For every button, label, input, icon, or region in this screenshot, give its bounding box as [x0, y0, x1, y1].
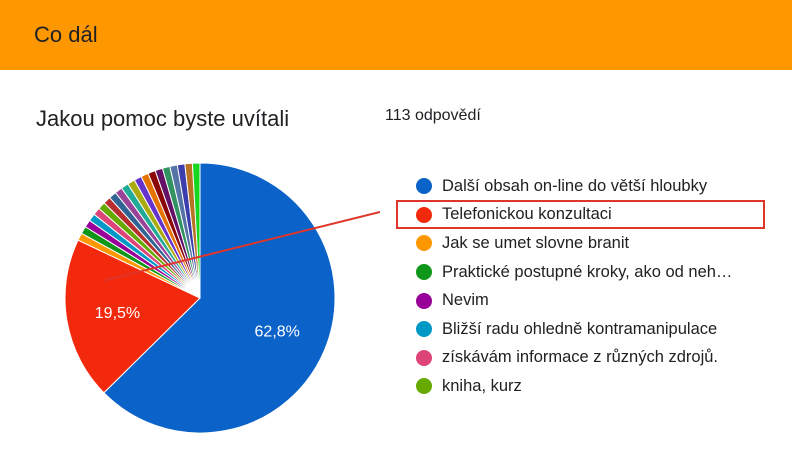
- legend-label: kniha, kurz: [442, 376, 522, 395]
- response-count: 113 odpovědí: [385, 107, 481, 124]
- pie-slice-1: [64, 239, 201, 394]
- legend-color-dot: [416, 178, 432, 195]
- slice-value-label: 62,8%: [255, 323, 300, 340]
- legend-color-dot: [416, 321, 432, 338]
- chart-legend: Další obsah on-line do větší hloubky Tele…: [410, 172, 760, 401]
- legend-color-dot: [416, 378, 432, 395]
- legend-color-dot: [416, 206, 432, 223]
- legend-item: Nevim: [410, 286, 760, 315]
- legend-item: získávám informace z různých zdrojů.: [410, 344, 760, 373]
- header-bar: Co dál: [0, 0, 792, 70]
- highlight-box: [396, 200, 765, 229]
- legend-item: kniha, kurz: [410, 372, 760, 401]
- legend-color-dot: [416, 349, 432, 366]
- annotation-line: [104, 211, 380, 282]
- legend-label: Praktické postupné kroky, ako od neh…: [442, 262, 733, 281]
- legend-color-dot: [416, 235, 432, 252]
- legend-color-dot: [416, 264, 432, 281]
- legend-label: Nevim: [442, 291, 489, 310]
- pie-slice-0: [103, 162, 336, 434]
- pie-slice-21: [191, 162, 201, 299]
- legend-item: Jak se umet slovne branit: [410, 229, 760, 258]
- legend-label: Bližší radu ohledně kontramanipulace: [442, 319, 718, 338]
- legend-label: Další obsah on-line do větší hloubky: [442, 176, 708, 195]
- legend-item: Bližší radu ohledně kontramanipulace: [410, 315, 760, 344]
- legend-item: Praktické postupné kroky, ako od neh…: [410, 258, 760, 287]
- legend-color-dot: [416, 292, 432, 309]
- legend-item: Telefonickou konzultaci: [410, 201, 760, 230]
- section-title: Co dál: [34, 22, 98, 47]
- pie-chart: 62,8% 19,5%: [64, 162, 380, 434]
- legend-label: získávám informace z různých zdrojů.: [442, 348, 719, 367]
- question-title: Jakou pomoc byste uvítali: [36, 106, 290, 131]
- legend-item: Další obsah on-line do větší hloubky: [410, 172, 760, 201]
- slice-value-label: 19,5%: [95, 305, 140, 322]
- legend-label: Jak se umet slovne branit: [442, 233, 630, 252]
